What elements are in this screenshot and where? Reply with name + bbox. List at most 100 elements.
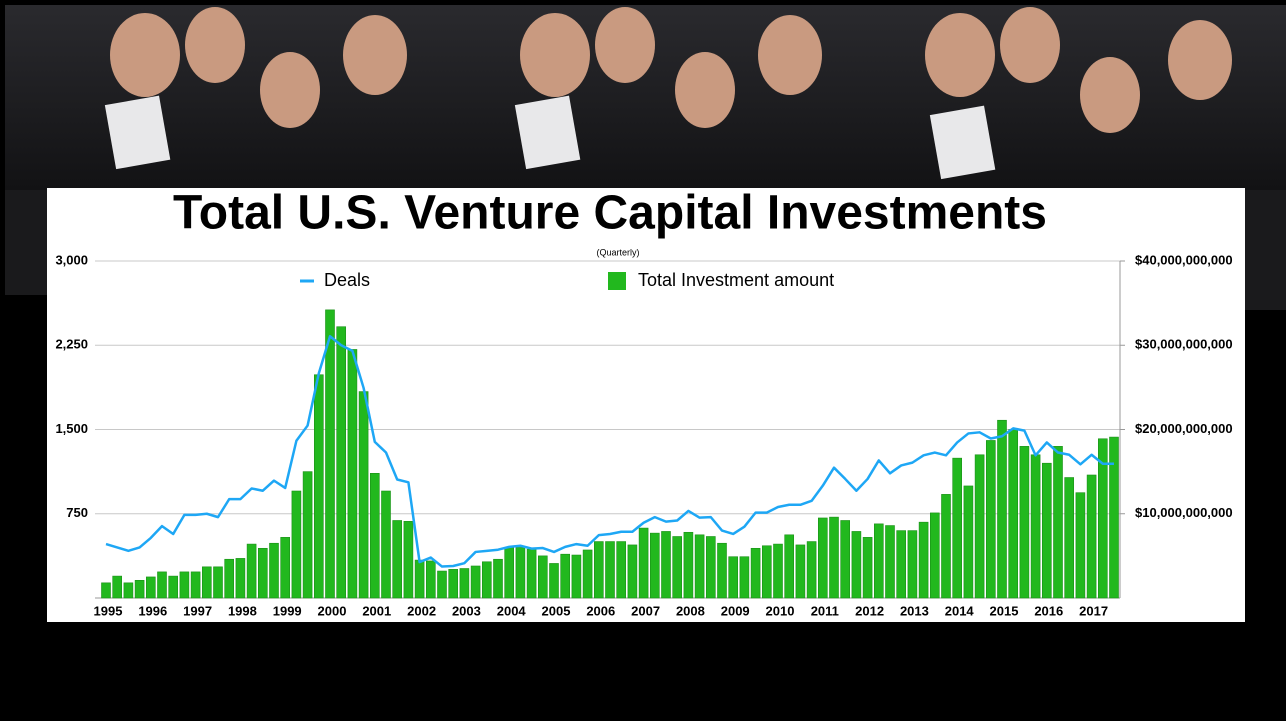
bar [582, 549, 593, 599]
bar [963, 485, 974, 599]
bar [1030, 454, 1041, 599]
bar [974, 454, 985, 599]
x-tick-label: 2013 [900, 603, 929, 618]
background-photo [5, 5, 1286, 310]
bar [739, 556, 750, 599]
bar [560, 553, 571, 599]
bar [437, 570, 447, 599]
bar [1075, 492, 1086, 599]
bar [851, 531, 862, 599]
y2-tick-label: $40,000,000,000 [1135, 252, 1233, 267]
bar [280, 537, 291, 599]
bar [873, 523, 884, 599]
legend-swatch [608, 272, 626, 290]
bar [246, 543, 257, 599]
chart-subtitle: (Quarterly) [596, 247, 639, 257]
y2-tick-label: $20,000,000,000 [1135, 421, 1233, 436]
x-tick-label: 2000 [318, 603, 347, 618]
bar [997, 419, 1007, 599]
bar [493, 558, 503, 599]
bar [381, 490, 391, 599]
bar [649, 532, 660, 599]
bar [146, 576, 156, 599]
bar [1008, 429, 1019, 599]
bar [784, 534, 795, 599]
line [105, 335, 1114, 568]
x-tick-label: 2001 [362, 603, 391, 618]
x-tick-label: 1995 [94, 603, 123, 618]
bar [313, 374, 324, 599]
bar [862, 537, 873, 599]
bar [526, 548, 537, 599]
bar [134, 580, 145, 599]
bar [817, 517, 828, 599]
bar [302, 471, 313, 599]
bar [672, 536, 683, 599]
bar [470, 565, 481, 599]
bar [1053, 446, 1063, 599]
x-tick-label: 1996 [138, 603, 167, 618]
bar [571, 554, 582, 599]
bar [179, 571, 190, 599]
bar [795, 544, 806, 599]
bar [773, 543, 783, 599]
bar [929, 512, 940, 599]
bar [123, 582, 134, 599]
bar [918, 521, 929, 599]
bar [101, 582, 111, 599]
bar [1019, 446, 1030, 599]
legend-label: Total Investment amount [638, 270, 834, 290]
bar [1064, 477, 1074, 599]
bar [213, 566, 223, 599]
bar [683, 531, 694, 599]
bar [907, 530, 918, 599]
bar [627, 544, 638, 599]
bar [358, 391, 369, 599]
x-tick-label: 2003 [452, 603, 481, 618]
chart-title: Total U.S. Venture Capital Investments [173, 187, 1047, 240]
bar [481, 561, 492, 599]
bar [291, 490, 302, 599]
x-tick-label: 2012 [855, 603, 884, 618]
bar [112, 575, 122, 599]
bar [448, 569, 459, 599]
bar [952, 457, 963, 599]
x-tick-label: 2017 [1079, 603, 1108, 618]
bar [425, 560, 436, 599]
y-tick-label: 2,250 [55, 337, 88, 352]
y-tick-label: 750 [66, 505, 88, 520]
bar [638, 527, 649, 599]
bar [235, 558, 246, 599]
bar [761, 545, 772, 599]
bar [269, 542, 279, 599]
x-tick-label: 2005 [542, 603, 571, 618]
y-tick-label: 1,500 [55, 421, 88, 436]
x-tick-label: 2002 [407, 603, 436, 618]
bar [1098, 438, 1108, 599]
bar [168, 575, 178, 599]
bar [157, 571, 167, 599]
bar [661, 531, 671, 599]
x-tick-label: 2009 [721, 603, 750, 618]
bar [717, 542, 727, 599]
bar [504, 547, 515, 599]
bar [392, 520, 403, 599]
bar [1086, 474, 1097, 599]
bar [616, 541, 627, 599]
x-tick-label: 2011 [811, 603, 839, 618]
bar [459, 568, 470, 599]
y-tick-label: 3,000 [55, 252, 88, 267]
x-tick-label: 2014 [945, 603, 975, 618]
bar [515, 547, 526, 599]
bar [190, 571, 201, 599]
bar [336, 326, 347, 599]
bar [829, 516, 839, 599]
x-tick-label: 2004 [497, 603, 527, 618]
bar [605, 541, 615, 599]
x-tick-label: 2010 [766, 603, 795, 618]
legend-label: Deals [324, 270, 370, 290]
bar [840, 520, 851, 599]
bar [537, 555, 548, 599]
bar [403, 521, 414, 599]
